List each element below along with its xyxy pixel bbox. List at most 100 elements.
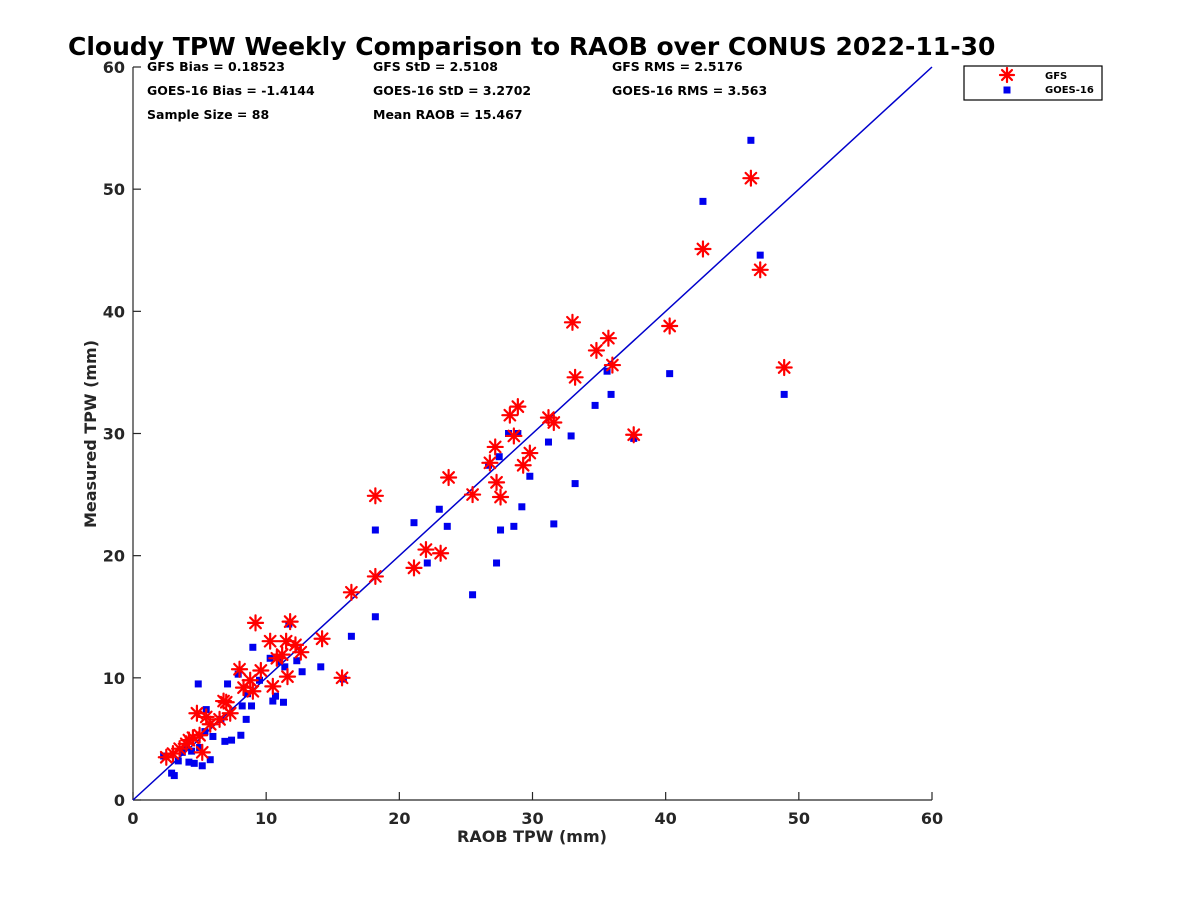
chart-title: Cloudy TPW Weekly Comparison to RAOB ove… [68, 32, 995, 61]
goes-16-point [666, 370, 674, 378]
gfs-point [278, 668, 297, 686]
y-tick-label: 10 [103, 669, 125, 688]
gfs-point [661, 317, 679, 335]
goes-16-point [185, 758, 193, 766]
gfs-point [252, 661, 270, 680]
goes-16-point [505, 430, 513, 437]
gfs-point [599, 329, 618, 347]
goes-16-point [228, 736, 236, 744]
gfs-point [625, 426, 643, 444]
gfs-point [366, 567, 384, 586]
x-tick-label: 0 [127, 809, 138, 828]
goes-16-point [271, 692, 279, 700]
goes-16-point [469, 591, 477, 599]
gfs-point [193, 743, 211, 761]
gfs-point [491, 488, 510, 506]
goes-16-point [194, 680, 202, 688]
x-tick-label: 50 [788, 809, 810, 828]
goes-16-point [747, 136, 755, 144]
goes-rms-text: GOES-16 RMS = 3.563 [612, 83, 767, 98]
legend-gfs-marker-shape [998, 66, 1016, 84]
goes-16-point [550, 520, 558, 528]
goes-16-point [518, 503, 526, 511]
goes-16-point [526, 472, 534, 480]
goes-16-point [174, 757, 182, 765]
goes-16-point [206, 756, 214, 764]
goes-16-point [242, 715, 250, 723]
goes-16-point [495, 453, 503, 461]
gfs-point [246, 614, 265, 632]
gfs-point [566, 368, 584, 386]
goes-std-text: GOES-16 StD = 3.2702 [373, 83, 531, 98]
goes-16-point [190, 759, 198, 767]
gfs-point [603, 356, 622, 374]
gfs-point [366, 487, 384, 505]
one-to-one-reference-line [132, 66, 933, 801]
goes-bias-text: GOES-16 Bias = -1.4144 [147, 83, 315, 98]
gfs-point [230, 660, 249, 678]
gfs-point [333, 669, 351, 687]
goes-16-point [221, 737, 229, 745]
goes-16-point [201, 728, 209, 736]
goes-16-point [571, 480, 579, 488]
gfs-point [241, 671, 259, 689]
y-tick-label: 30 [103, 425, 125, 444]
gfs-point [244, 682, 262, 700]
x-ticks: 0 10 20 30 40 50 60 [127, 792, 943, 828]
y-tick-label: 0 [114, 791, 125, 810]
legend-gfs-label: GFS [1045, 71, 1067, 82]
goes-16-point [238, 702, 246, 710]
goes-16-point [209, 732, 217, 740]
gfs-point [694, 240, 712, 258]
y-tick-label: 50 [103, 180, 125, 199]
y-axis-label: Measured TPW (mm) [81, 340, 100, 528]
gfs-point [751, 261, 769, 279]
legend-goes-square-icon [1003, 86, 1011, 94]
gfs-point [281, 613, 299, 631]
goes-16-point [756, 251, 764, 259]
legend-gfs-asterisk-icon [998, 66, 1016, 84]
goes-16-point [371, 613, 379, 621]
x-tick-label: 40 [655, 809, 677, 828]
stats-annotations: GFS Bias = 0.18523 GOES-16 Bias = -1.414… [147, 59, 767, 122]
gfs-point [217, 693, 235, 711]
goes-16-point [237, 731, 245, 739]
goes-16-point [198, 762, 206, 770]
goes-16-point [281, 663, 289, 671]
goes-16-point [423, 559, 431, 567]
legend-goes-marker-shape [1003, 86, 1011, 94]
gfs-point [505, 427, 523, 445]
gfs-point [514, 456, 532, 474]
goes-16-point [607, 390, 615, 398]
gfs-bias-text: GFS Bias = 0.18523 [147, 59, 285, 74]
goes-16-point [279, 698, 287, 706]
goes-16-point [567, 432, 575, 440]
gfs-point [742, 169, 760, 187]
gfs-point [486, 438, 504, 456]
goes-16-point [196, 743, 204, 751]
goes-16-point [248, 702, 256, 710]
goes-16-point [410, 519, 418, 527]
goes-16-point [249, 643, 257, 651]
gfs-point [481, 454, 499, 472]
x-axis-label: RAOB TPW (mm) [457, 827, 607, 846]
goes-16-point [298, 668, 306, 676]
gfs-point [545, 413, 563, 432]
goes-16-point [244, 690, 252, 698]
gfs-point [487, 473, 506, 491]
legend: GFS GOES-16 [963, 65, 1103, 101]
goes-16-point [188, 747, 196, 755]
gfs-point [273, 646, 291, 664]
goes-16-point [293, 657, 301, 665]
gfs-point [221, 704, 239, 722]
goes-16-point [435, 505, 443, 513]
gfs-point [463, 485, 482, 504]
goes-16-point [544, 438, 552, 446]
goes-16-point [256, 676, 264, 684]
x-tick-label: 60 [921, 809, 943, 828]
goes-16-point [269, 697, 277, 705]
goes-16-point [443, 522, 451, 530]
gfs-point [432, 544, 450, 562]
goes-16-point [699, 197, 707, 205]
series-gfs [157, 169, 793, 766]
